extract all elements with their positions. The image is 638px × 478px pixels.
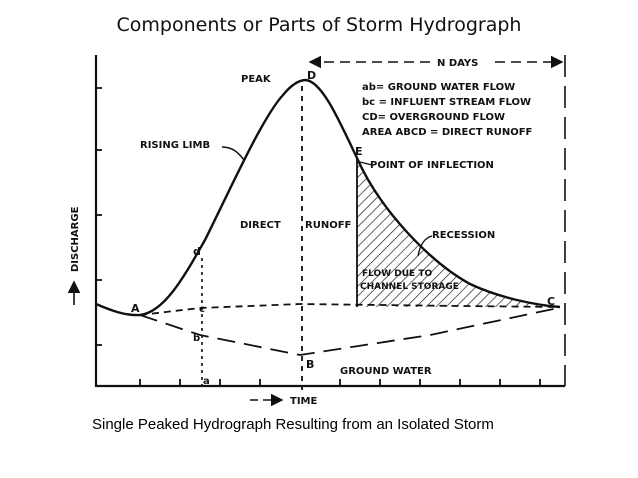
rising-limb-pointer (221, 146, 245, 161)
point-c-upper-label: C (547, 295, 555, 308)
legend-item: AREA ABCD = DIRECT RUNOFF (362, 127, 532, 138)
discharge-axis-label: DISCHARGE (70, 206, 81, 272)
point-d-upper-label: D (307, 69, 316, 82)
direct-label: DIRECT (240, 220, 281, 231)
rising-limb-label: RISING LIMB (140, 140, 210, 151)
point-b-upper-label: B (306, 358, 314, 371)
hydrograph-curve (95, 78, 561, 317)
legend-item: bc = INFLUENT STREAM FLOW (362, 97, 531, 108)
channel-storage-label: CHANNEL STORAGE (360, 282, 459, 292)
peak-label: PEAK (241, 74, 272, 85)
recession-label: RECESSION (432, 230, 495, 241)
slide-caption: Single Peaked Hydrograph Resulting from … (92, 416, 494, 433)
x-axis-ticks (139, 379, 541, 386)
flow-due-to-label: FLOW DUE TO (362, 269, 432, 279)
legend: ab= GROUND WATER FLOW bc = INFLUENT STRE… (362, 82, 532, 138)
legend-item: ab= GROUND WATER FLOW (362, 82, 515, 93)
legend-item: CD= OVERGROUND FLOW (362, 112, 505, 123)
runoff-label: RUNOFF (305, 220, 351, 231)
slide-title: Components or Parts of Storm Hydrograph (116, 14, 522, 36)
point-c-lower-label: c (199, 304, 205, 315)
ground-water-line (139, 307, 559, 356)
line-a-to-c (139, 303, 559, 316)
point-a-lower-label: a (203, 376, 210, 387)
point-b-lower-label: b (193, 333, 200, 344)
inflection-pointer (359, 161, 373, 166)
n-days-label: N DAYS (437, 58, 478, 69)
time-axis-label: TIME (290, 396, 317, 407)
ground-water-label: GROUND WATER (340, 366, 432, 377)
point-a-upper-label: A (131, 302, 140, 315)
channel-storage-hatched-area (357, 158, 555, 307)
point-of-inflection-label: POINT OF INFLECTION (370, 160, 494, 171)
recession-pointer (417, 235, 433, 257)
y-axis-ticks (96, 87, 102, 346)
point-d-lower-label: d (193, 245, 201, 258)
point-e-label: E (355, 145, 363, 158)
